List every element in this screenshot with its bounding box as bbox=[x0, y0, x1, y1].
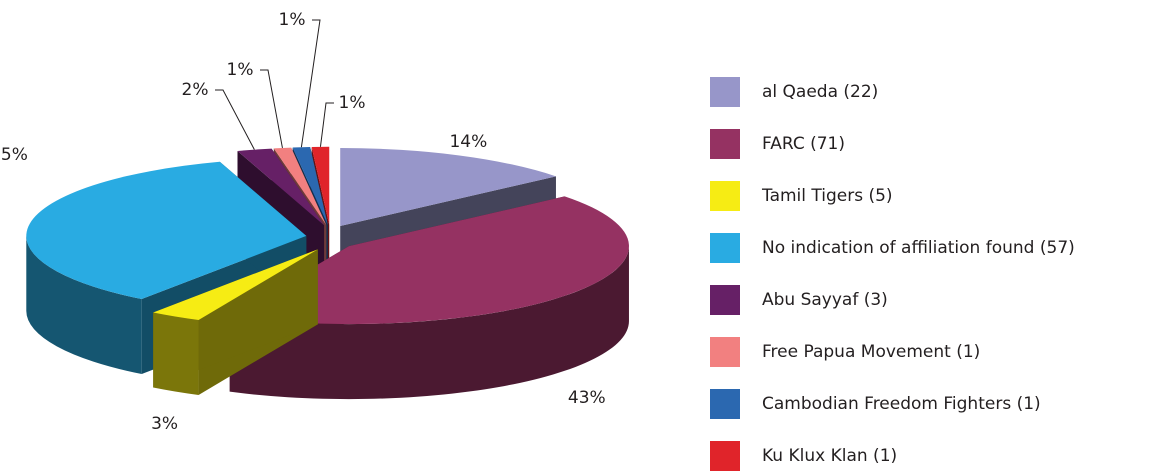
leader-line bbox=[260, 69, 283, 149]
legend-label: Ku Klux Klan (1) bbox=[762, 446, 897, 466]
slice-top bbox=[292, 147, 328, 225]
slice-wall bbox=[229, 246, 629, 400]
slice bbox=[153, 249, 318, 395]
data-label: 1% bbox=[227, 60, 254, 80]
legend-swatch bbox=[710, 337, 740, 367]
legend-swatch bbox=[710, 285, 740, 315]
data-label: 43% bbox=[568, 388, 606, 408]
slice-top bbox=[153, 249, 318, 320]
slice-top bbox=[273, 147, 327, 225]
legend-label: Free Papua Movement (1) bbox=[762, 342, 980, 362]
legend-label: Cambodian Freedom Fighters (1) bbox=[762, 394, 1041, 414]
data-label: 14% bbox=[449, 132, 487, 152]
slice-wall bbox=[153, 312, 199, 395]
leader-line bbox=[319, 102, 334, 147]
slice-top bbox=[229, 196, 629, 325]
legend-swatch bbox=[710, 389, 740, 419]
legend-label: No indication of affiliation found (57) bbox=[762, 238, 1075, 258]
leader-line bbox=[300, 19, 321, 148]
slice-top bbox=[311, 146, 330, 225]
data-label: 3% bbox=[151, 414, 178, 434]
legend-label: Abu Sayyaf (3) bbox=[762, 290, 888, 310]
data-label: 1% bbox=[279, 10, 306, 30]
legend-swatch bbox=[710, 77, 740, 107]
legend-swatch bbox=[710, 441, 740, 471]
slice-top bbox=[26, 161, 307, 300]
leader-line bbox=[215, 89, 255, 150]
slice-wall bbox=[26, 235, 142, 375]
data-label: 2% bbox=[182, 80, 209, 100]
legend-label: Tamil Tigers (5) bbox=[761, 186, 893, 206]
slice-top bbox=[237, 148, 325, 226]
legend-swatch bbox=[710, 181, 740, 211]
legend-label: FARC (71) bbox=[762, 134, 845, 154]
data-label: 35% bbox=[0, 145, 28, 165]
legend-swatch bbox=[710, 233, 740, 263]
slice-top bbox=[340, 148, 556, 227]
legend-label: al Qaeda (22) bbox=[762, 82, 878, 102]
legend-swatch bbox=[710, 129, 740, 159]
data-label: 1% bbox=[339, 93, 366, 113]
